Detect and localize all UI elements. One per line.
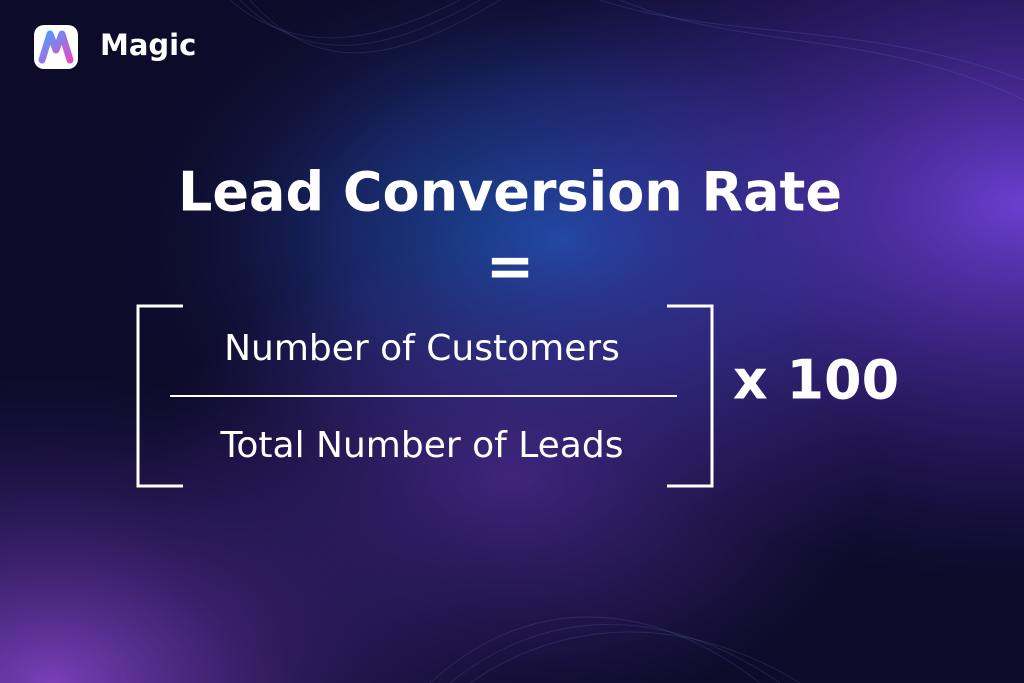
formula-title: Lead Conversion Rate bbox=[178, 161, 842, 224]
wave-lines bbox=[229, 0, 1024, 683]
brand-name: Magic bbox=[100, 28, 196, 62]
denominator: Total Number of Leads bbox=[220, 425, 624, 466]
logo-mark bbox=[38, 30, 74, 64]
multiplier: x 100 bbox=[733, 349, 899, 412]
equals-sign: = bbox=[486, 232, 535, 300]
right-bracket bbox=[667, 304, 714, 488]
numerator: Number of Customers bbox=[224, 328, 620, 369]
left-bracket bbox=[136, 304, 183, 488]
